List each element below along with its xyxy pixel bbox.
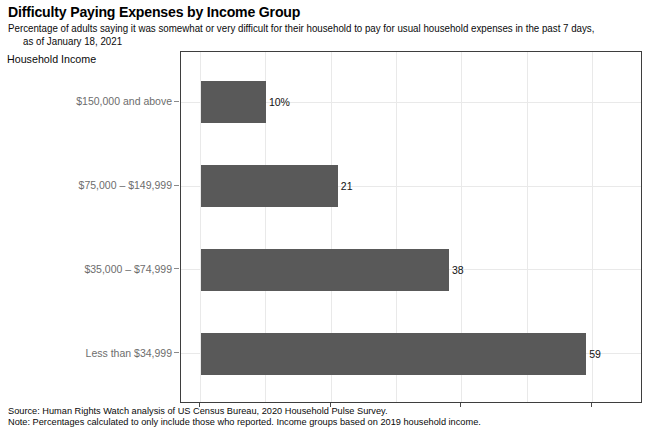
chart-footer: Source: Human Rights Watch analysis of U… bbox=[8, 406, 481, 427]
plot-area: 10% 21 38 59 bbox=[180, 51, 642, 403]
bar bbox=[201, 249, 449, 291]
y-axis-label: $75,000 – $149,999 bbox=[0, 179, 172, 191]
bar bbox=[201, 81, 266, 123]
bar bbox=[201, 333, 587, 375]
source-note: Source: Human Rights Watch analysis of U… bbox=[8, 406, 481, 417]
y-axis-label: Less than $34,999 bbox=[0, 347, 172, 359]
bar-value-label: 10% bbox=[269, 96, 290, 108]
y-axis-tick bbox=[174, 268, 179, 269]
x-axis-tick bbox=[591, 403, 592, 407]
y-axis-tick bbox=[174, 101, 179, 102]
chart-subtitle-line1: Percentage of adults saying it was somew… bbox=[8, 22, 594, 34]
y-axis-tick bbox=[174, 185, 179, 186]
bar-value-label: 38 bbox=[452, 264, 464, 276]
y-axis-label: $35,000 – $74,999 bbox=[0, 263, 172, 275]
bar bbox=[201, 165, 338, 207]
chart-title: Difficulty Paying Expenses by Income Gro… bbox=[8, 3, 300, 20]
y-axis-title: Household Income bbox=[7, 53, 96, 65]
chart-figure: Difficulty Paying Expenses by Income Gro… bbox=[0, 0, 650, 434]
bar-value-label: 59 bbox=[589, 348, 601, 360]
bar-value-label: 21 bbox=[341, 180, 353, 192]
chart-subtitle-line2: as of January 18, 2021 bbox=[8, 35, 594, 48]
chart-subtitle: Percentage of adults saying it was somew… bbox=[8, 22, 594, 47]
y-axis-tick bbox=[174, 352, 179, 353]
y-axis-label: $150,000 and above bbox=[0, 95, 172, 107]
methodology-note: Note: Percentages calculated to only inc… bbox=[8, 417, 481, 428]
